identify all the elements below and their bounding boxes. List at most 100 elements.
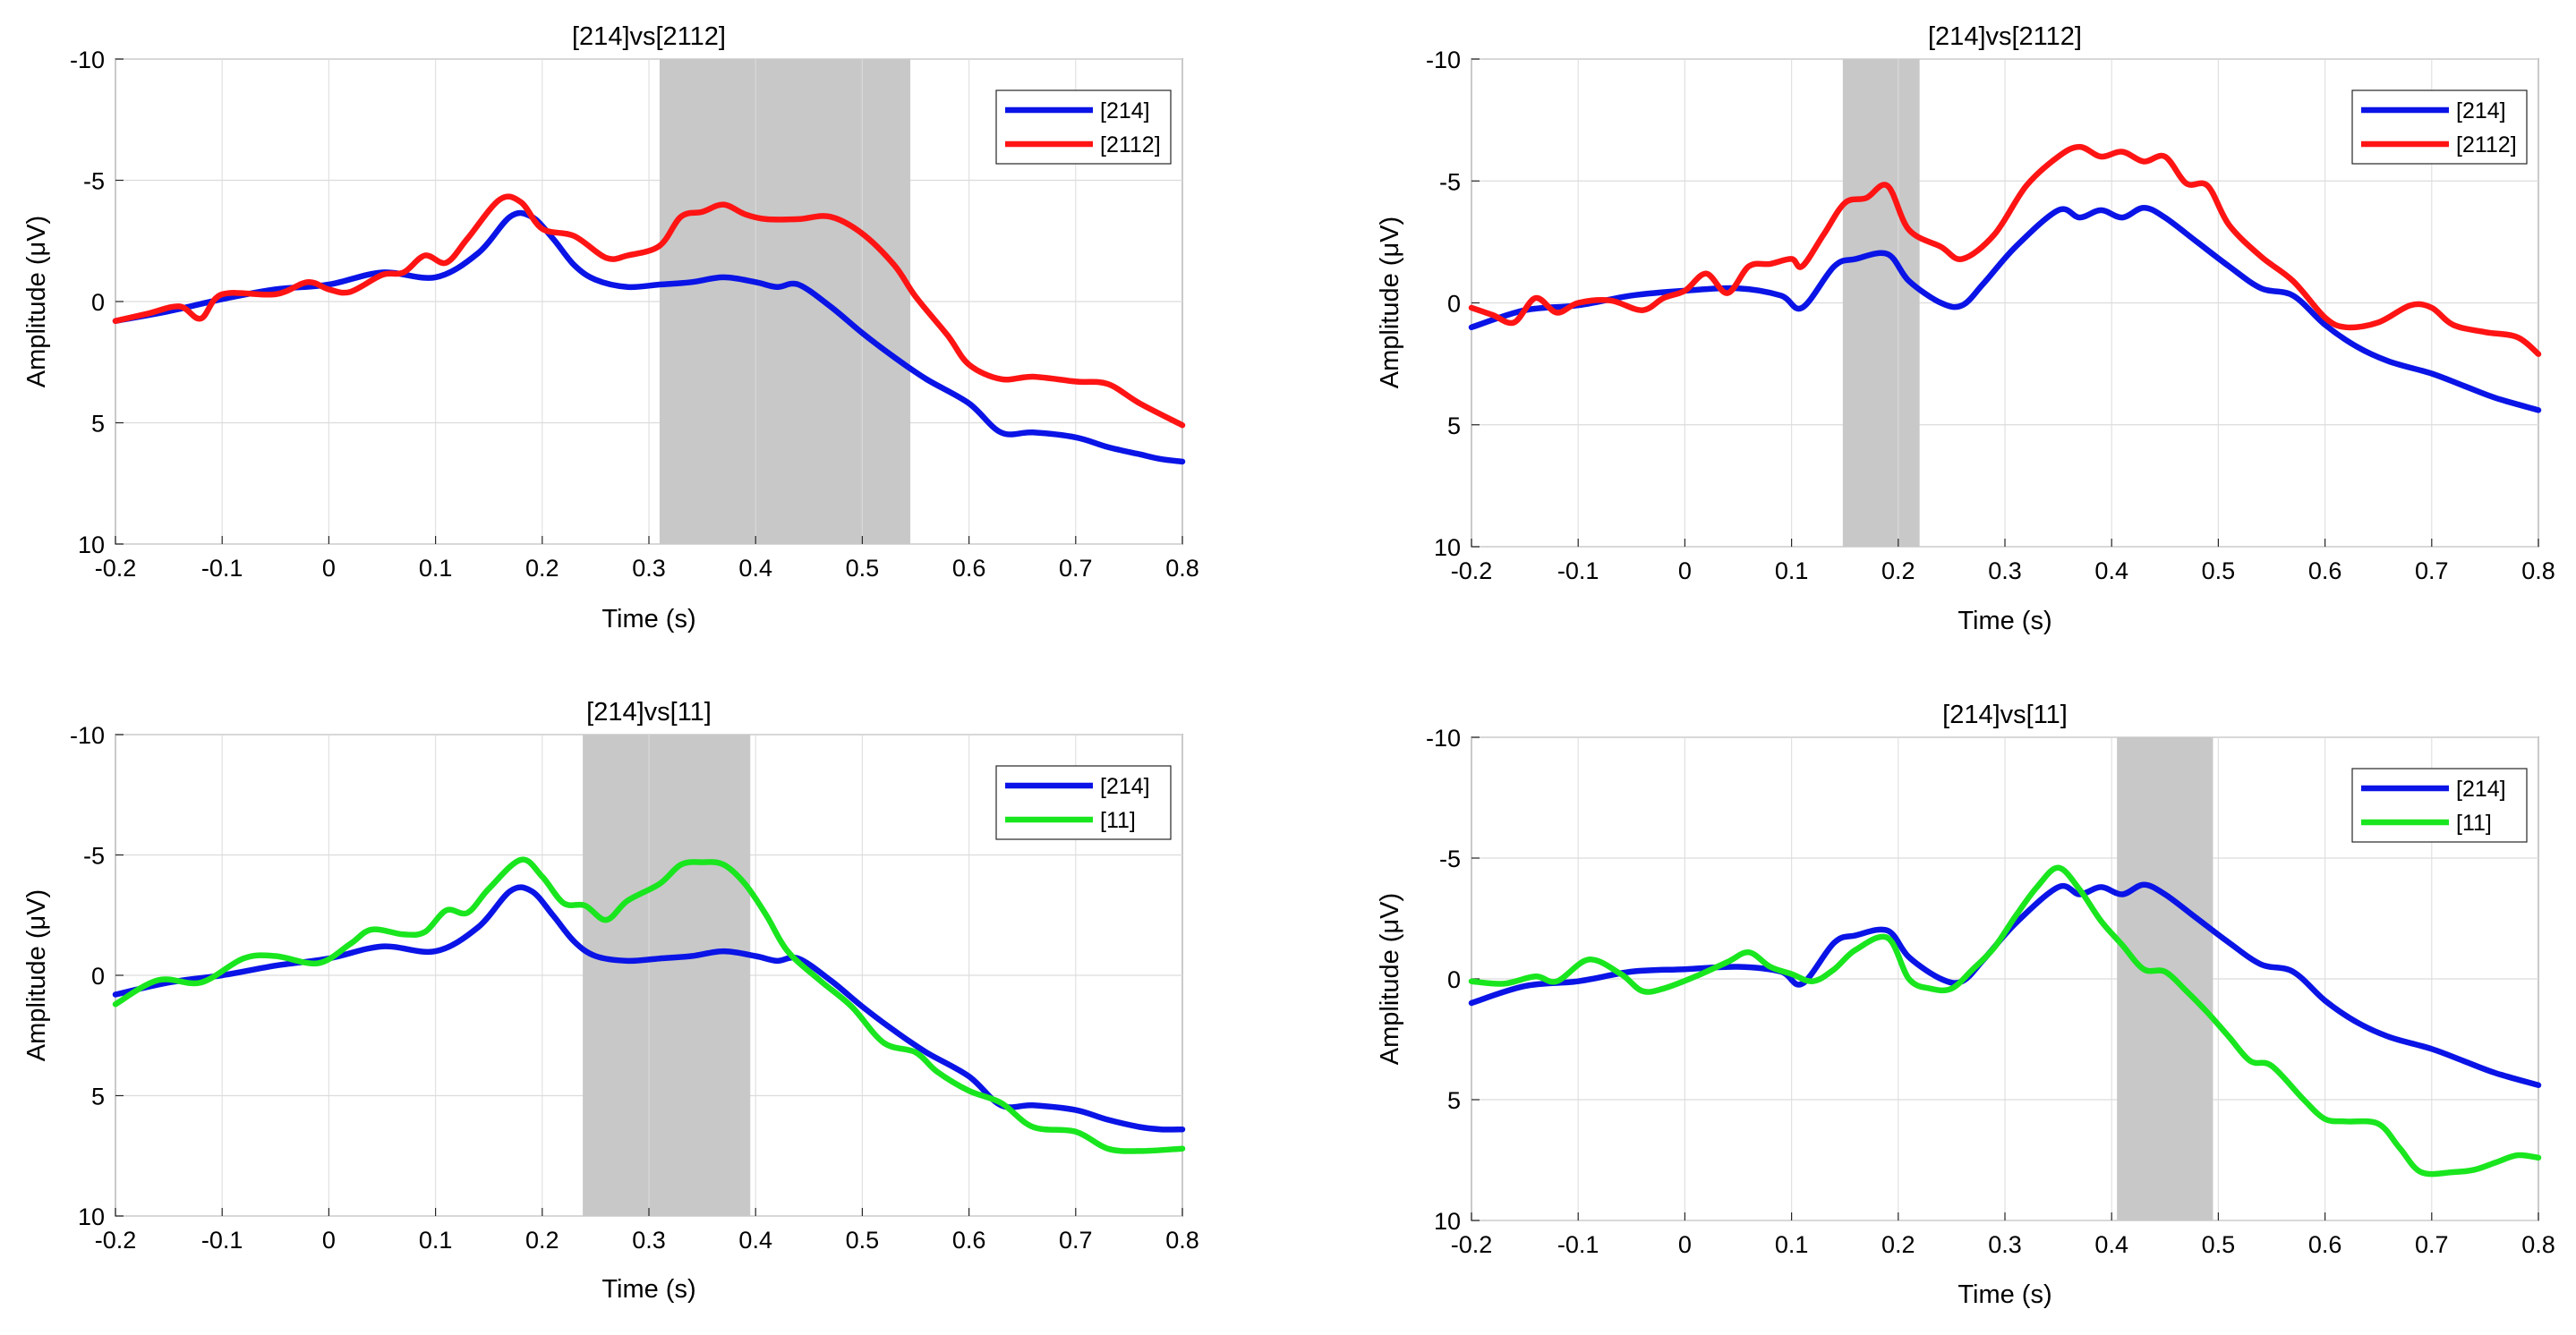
x-tick-label: 0.3 bbox=[1988, 557, 2022, 584]
x-axis-label: Time (s) bbox=[1958, 607, 2051, 635]
y-tick-label: 5 bbox=[1447, 1087, 1461, 1114]
x-tick-label: -0.1 bbox=[1557, 557, 1599, 584]
legend-label: [214] bbox=[1100, 98, 1150, 123]
chart-title: [214]vs[2112] bbox=[1928, 22, 2082, 51]
x-tick-label: 0.6 bbox=[952, 555, 986, 582]
x-tick-label: 0.3 bbox=[632, 1227, 666, 1254]
legend-label: [2112] bbox=[2456, 132, 2517, 157]
x-tick-label: 0.3 bbox=[1988, 1231, 2022, 1258]
x-axis-label: Time (s) bbox=[601, 1275, 695, 1304]
x-tick-label: 0.1 bbox=[1775, 557, 1809, 584]
y-tick-label: 5 bbox=[91, 411, 105, 438]
x-tick-label: 0.7 bbox=[2415, 1231, 2449, 1258]
y-axis-label: Amplitude (μV) bbox=[1376, 893, 1404, 1065]
legend-label: [214] bbox=[2456, 777, 2506, 802]
x-tick-label: 0.5 bbox=[2202, 1231, 2236, 1258]
x-axis-label: Time (s) bbox=[1958, 1280, 2051, 1309]
y-tick-label: 5 bbox=[1447, 412, 1461, 439]
legend-label: [11] bbox=[2456, 811, 2492, 836]
x-tick-label: 0 bbox=[1678, 1231, 1692, 1258]
series-line-[214] bbox=[112, 884, 1186, 1133]
chart-panel-4: -10 -5 0 5 10-0.2 -0.1 0 0.1 0.2 0.3 0.4 0.5 0.6 0.7 0… bbox=[1376, 701, 2555, 1309]
x-tick-label: 0.5 bbox=[2202, 557, 2236, 584]
y-tick-label: -10 bbox=[70, 722, 105, 749]
x-tick-label: 0.4 bbox=[2094, 1231, 2128, 1258]
significance-window bbox=[2117, 737, 2213, 1220]
x-tick-label: 0.1 bbox=[1775, 1231, 1809, 1258]
significance-window bbox=[659, 59, 911, 544]
x-tick-label: 0.8 bbox=[1165, 1227, 1199, 1254]
x-tick-label: 0.7 bbox=[1059, 1227, 1093, 1254]
series-line-[2112] bbox=[112, 193, 1186, 429]
x-tick-label: 0.8 bbox=[2521, 1231, 2555, 1258]
x-tick-label: 0.7 bbox=[2415, 557, 2449, 584]
x-tick-label: -0.2 bbox=[95, 555, 137, 582]
x-tick-label: 0.2 bbox=[1881, 557, 1915, 584]
x-tick-label: 0.7 bbox=[1059, 555, 1093, 582]
chart-panel-3: -10 -5 0 5 10-0.2 -0.1 0 0.1 0.2 0.3 0.4 0.5 0.6 0.7 0… bbox=[22, 698, 1199, 1304]
y-tick-label: 0 bbox=[1447, 966, 1461, 993]
y-tick-label: -10 bbox=[1426, 47, 1461, 73]
series-line-[2112] bbox=[1468, 143, 2542, 357]
y-tick-label: -5 bbox=[1439, 846, 1461, 872]
x-tick-label: 0.3 bbox=[632, 555, 666, 582]
x-tick-label: 0.2 bbox=[525, 1227, 559, 1254]
y-tick-label: 0 bbox=[1447, 291, 1461, 318]
chart-title: [214]vs[2112] bbox=[572, 22, 726, 51]
x-tick-label: 0.2 bbox=[1881, 1231, 1915, 1258]
y-axis-label: Amplitude (μV) bbox=[1376, 217, 1404, 388]
x-tick-label: 0.1 bbox=[419, 555, 453, 582]
y-axis-label: Amplitude (μV) bbox=[22, 889, 51, 1061]
x-tick-label: 0.6 bbox=[952, 1227, 986, 1254]
x-tick-label: -0.1 bbox=[201, 1227, 243, 1254]
x-axis-label: Time (s) bbox=[601, 605, 695, 633]
legend-box bbox=[2351, 89, 2528, 165]
x-tick-label: 0.2 bbox=[525, 555, 559, 582]
legend-label: [214] bbox=[1100, 774, 1150, 799]
x-tick-label: 0.4 bbox=[2094, 557, 2128, 584]
x-tick-label: -0.1 bbox=[1557, 1231, 1599, 1258]
x-tick-label: -0.2 bbox=[1451, 1231, 1493, 1258]
y-tick-label: -5 bbox=[1439, 168, 1461, 195]
series-line-[11] bbox=[112, 856, 1186, 1154]
legend-label: [2112] bbox=[1100, 132, 1161, 157]
y-tick-label: -10 bbox=[70, 47, 105, 73]
y-tick-label: -5 bbox=[83, 843, 105, 870]
x-tick-label: -0.1 bbox=[201, 555, 243, 582]
y-tick-label: -5 bbox=[83, 168, 105, 195]
x-tick-label: 0.5 bbox=[846, 555, 880, 582]
y-tick-label: 10 bbox=[1434, 534, 1461, 561]
legend-label: [214] bbox=[2456, 98, 2506, 123]
significance-window bbox=[1842, 59, 1920, 547]
y-tick-label: 0 bbox=[91, 289, 105, 316]
legend-box bbox=[2351, 768, 2528, 843]
y-tick-label: 0 bbox=[91, 963, 105, 990]
x-tick-label: -0.2 bbox=[1451, 557, 1493, 584]
legend-label: [11] bbox=[1100, 808, 1136, 833]
x-tick-label: 0.5 bbox=[846, 1227, 880, 1254]
y-tick-label: -10 bbox=[1426, 725, 1461, 752]
y-tick-label: 10 bbox=[1434, 1208, 1461, 1235]
x-tick-label: 0.4 bbox=[738, 1227, 772, 1254]
series-line-[214] bbox=[1468, 881, 2542, 1089]
x-tick-label: 0.8 bbox=[1165, 555, 1199, 582]
y-tick-label: 5 bbox=[91, 1084, 105, 1110]
significance-window bbox=[583, 735, 751, 1216]
x-tick-label: 0.8 bbox=[2521, 557, 2555, 584]
x-tick-label: 0.4 bbox=[738, 555, 772, 582]
x-tick-label: 0 bbox=[1678, 557, 1692, 584]
y-axis-label: Amplitude (μV) bbox=[22, 216, 51, 387]
chart-panel-2: -10 -5 0 5 10-0.2 -0.1 0 0.1 0.2 0.3 0.4 0.5 0.6 0.7 0… bbox=[1376, 22, 2555, 635]
x-tick-label: -0.2 bbox=[95, 1227, 137, 1254]
y-tick-label: 10 bbox=[78, 531, 105, 558]
chart-panel-1: -10 -5 0 5 10-0.2 -0.1 0 0.1 0.2 0.3 0.4 0.5 0.6 0.7 0… bbox=[22, 22, 1199, 633]
x-tick-label: 0 bbox=[322, 555, 336, 582]
x-tick-label: 0.6 bbox=[2308, 1231, 2342, 1258]
chart-title: [214]vs[11] bbox=[586, 698, 712, 727]
y-tick-label: 10 bbox=[78, 1203, 105, 1230]
chart-title: [214]vs[11] bbox=[1942, 701, 2068, 729]
series-line-[11] bbox=[1468, 864, 2542, 1178]
x-tick-label: 0.6 bbox=[2308, 557, 2342, 584]
x-tick-label: 0 bbox=[322, 1227, 336, 1254]
